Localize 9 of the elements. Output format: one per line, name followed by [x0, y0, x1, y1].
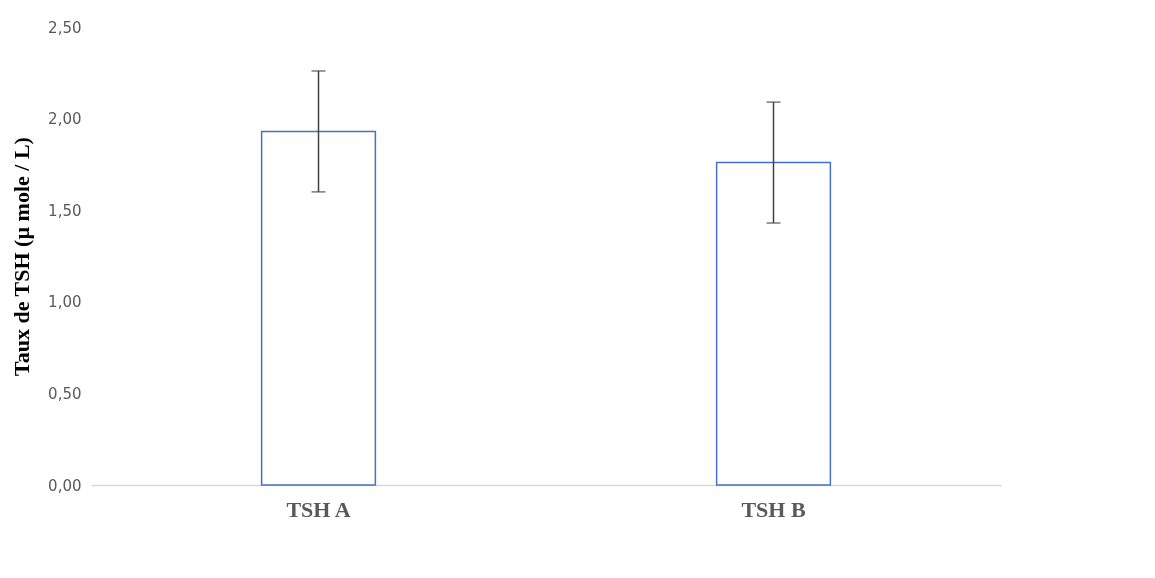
x-tick-label: TSH B: [741, 496, 806, 522]
y-tick-label: 1,00: [48, 293, 82, 312]
y-tick-label: 2,50: [48, 18, 82, 37]
y-tick-label: 2,00: [48, 110, 82, 129]
y-tick-label: 0,50: [48, 384, 82, 403]
y-tick-label: 0,00: [48, 476, 82, 495]
x-tick-label: TSH A: [286, 496, 351, 522]
y-tick-label: 1,50: [48, 201, 82, 220]
y-axis-title: Taux de TSH (µ mole / L): [9, 137, 35, 376]
